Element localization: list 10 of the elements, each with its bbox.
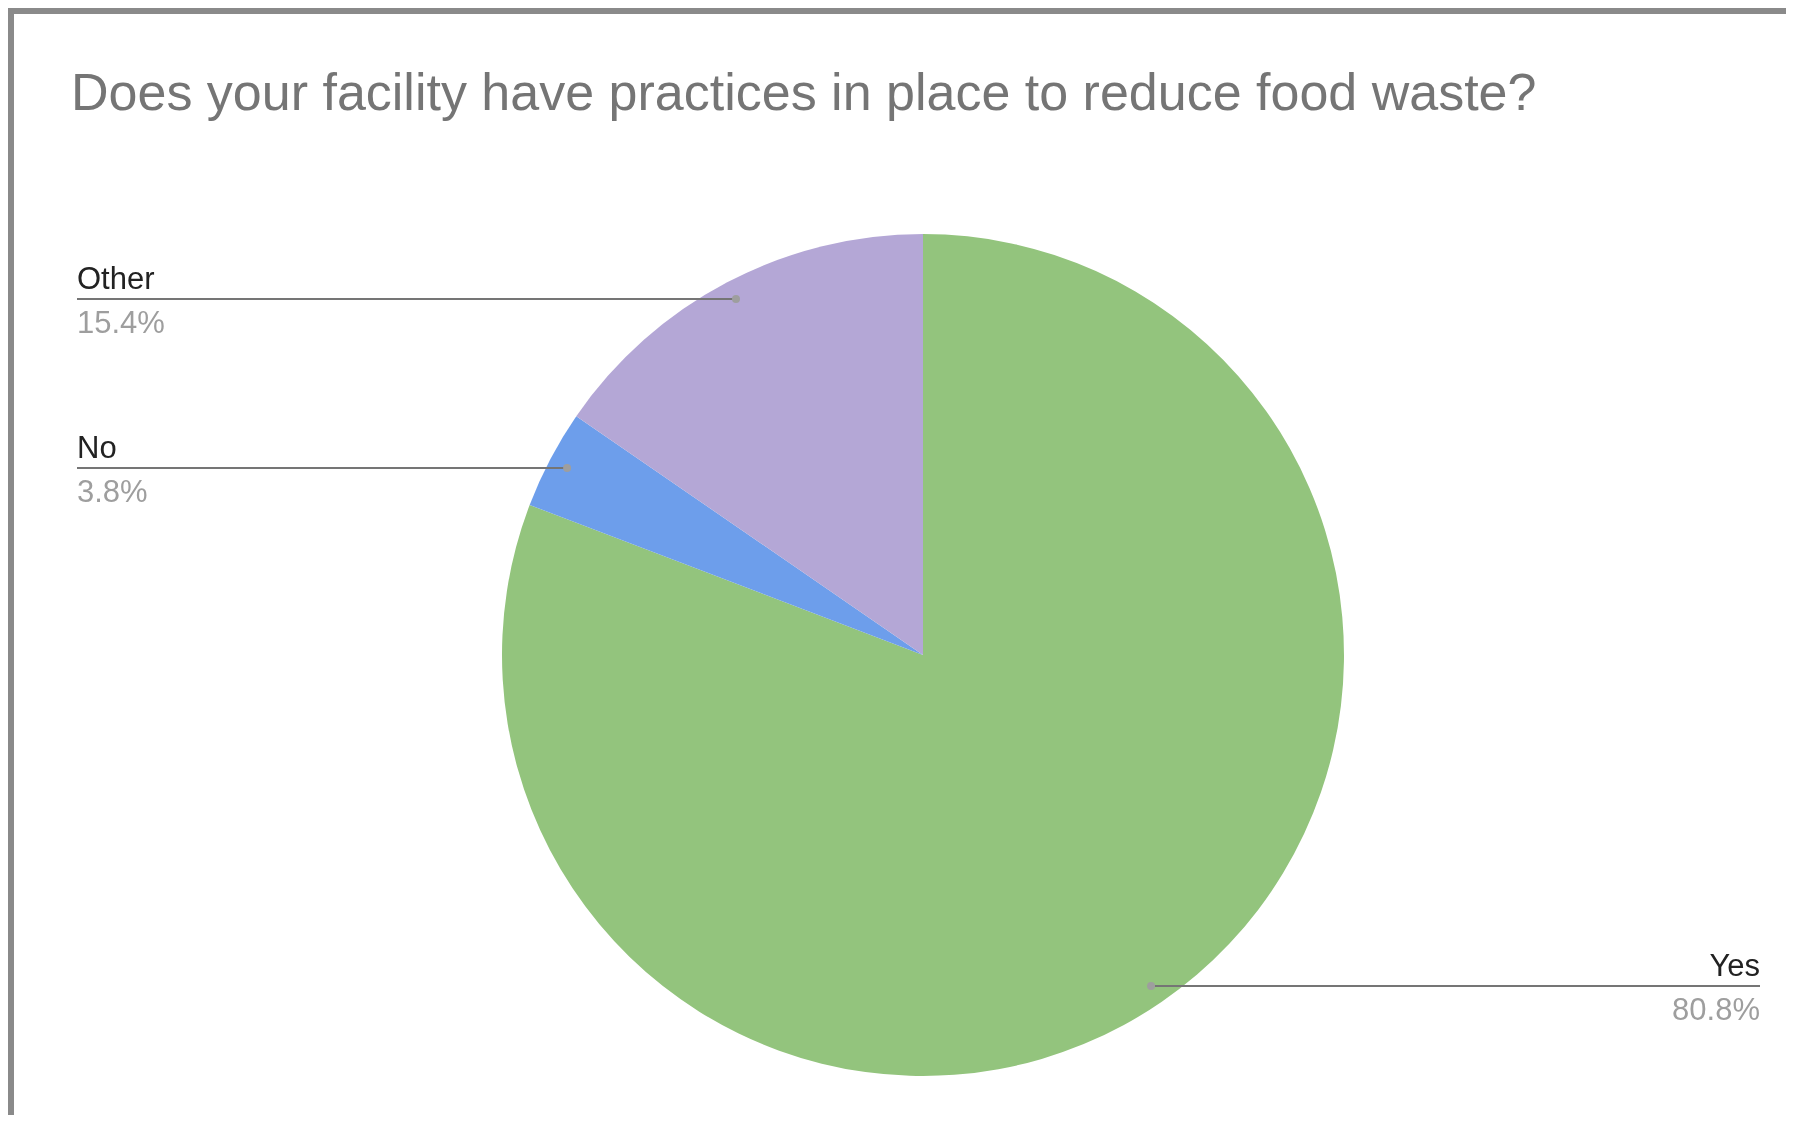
data-label: 3.8% [77,473,148,509]
pie-slice [576,234,923,655]
slice-label: Other [77,261,155,297]
chart-title: Does your facility have practices in place to reduce food waste? [71,63,1538,121]
slice-label: No [77,429,117,465]
slice-label: Yes [1709,948,1760,984]
data-label: 80.8% [1672,992,1760,1028]
pie-slice [529,416,923,655]
pie-slice [502,234,1344,1076]
data-label: 15.4% [77,305,165,341]
